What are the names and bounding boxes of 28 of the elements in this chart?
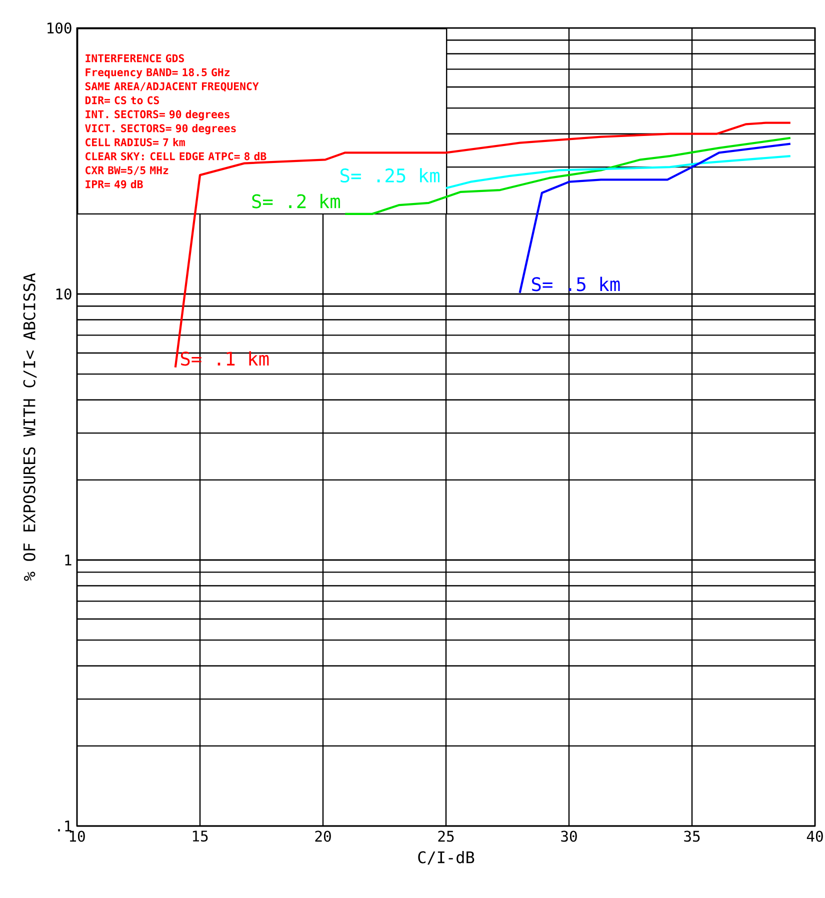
y-tick-label: 1 <box>65 554 72 566</box>
x-axis-title: C/I-dB <box>418 850 474 865</box>
x-tick-label: 10 <box>70 830 85 842</box>
line-series <box>174 122 792 368</box>
y-axis-title: % OF EXPOSURES WITH C/I< ABCISSA <box>23 273 37 581</box>
annotation: CLEAR SKY: CELL EDGE ATPC= 8 dB <box>86 152 266 160</box>
annotation: CELL RADIUS= 7 km <box>86 138 185 146</box>
annotation: Frequency BAND= 18.5 GHz <box>86 68 230 78</box>
annotation: DIR= CS to CS <box>85 96 159 104</box>
series-label: S= .25 km <box>340 168 440 183</box>
y-tick-label: 100 <box>48 22 72 34</box>
line-series <box>444 155 792 190</box>
x-tick-label: 30 <box>561 830 577 842</box>
annotation: INTERFERENCE GDS <box>86 54 184 62</box>
annotation: CXR BW=5/5 MHz <box>86 166 168 176</box>
x-tick-label: 25 <box>438 830 454 842</box>
y-tick-label: .1 <box>58 820 72 832</box>
x-tick-label: 20 <box>315 830 331 842</box>
x-tick-label: 35 <box>684 830 700 842</box>
annotation: INT. SECTORS= 90 degrees <box>86 110 230 120</box>
series-label: S= .2 km <box>252 194 340 208</box>
x-tick-label: 15 <box>192 830 208 842</box>
x-tick-label: 40 <box>806 830 823 842</box>
y-tick-label: 10 <box>56 288 72 300</box>
line-series <box>518 142 792 294</box>
annotation: IPR= 49 dB <box>86 180 143 188</box>
annotation: SAME AREA/ADJACENT FREQUENCY <box>85 82 259 92</box>
annotation: VICT. SECTORS= 90 degrees <box>85 124 236 134</box>
